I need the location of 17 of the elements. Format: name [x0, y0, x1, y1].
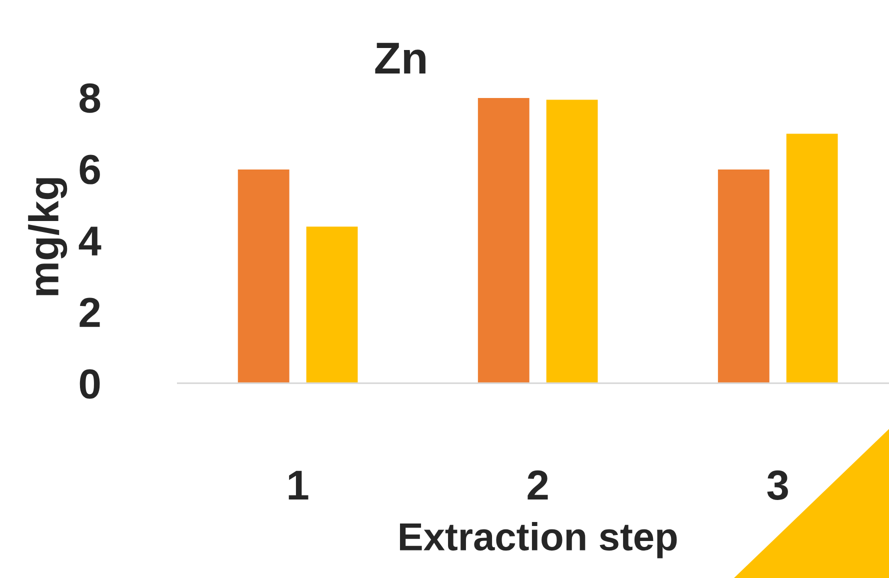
y-tick-label: 6 — [80, 154, 100, 184]
y-tick-label: 8 — [80, 83, 100, 113]
y-tick-label: 0 — [80, 369, 100, 399]
x-axis-title: Extraction step — [400, 522, 677, 558]
bar — [784, 132, 840, 384]
y-axis-title: mg/kg — [28, 178, 68, 296]
x-tick-label: 2 — [528, 470, 548, 500]
bar — [544, 98, 600, 384]
y-tick-label: 2 — [80, 298, 100, 327]
bar — [476, 96, 531, 384]
y-tick-label: 4 — [78, 226, 102, 256]
bar — [236, 168, 291, 384]
bar — [304, 225, 360, 384]
bar — [716, 168, 771, 384]
x-tick-label: 3 — [767, 470, 788, 500]
x-tick-label: 1 — [288, 470, 308, 500]
chart-title: Zn — [375, 42, 426, 74]
